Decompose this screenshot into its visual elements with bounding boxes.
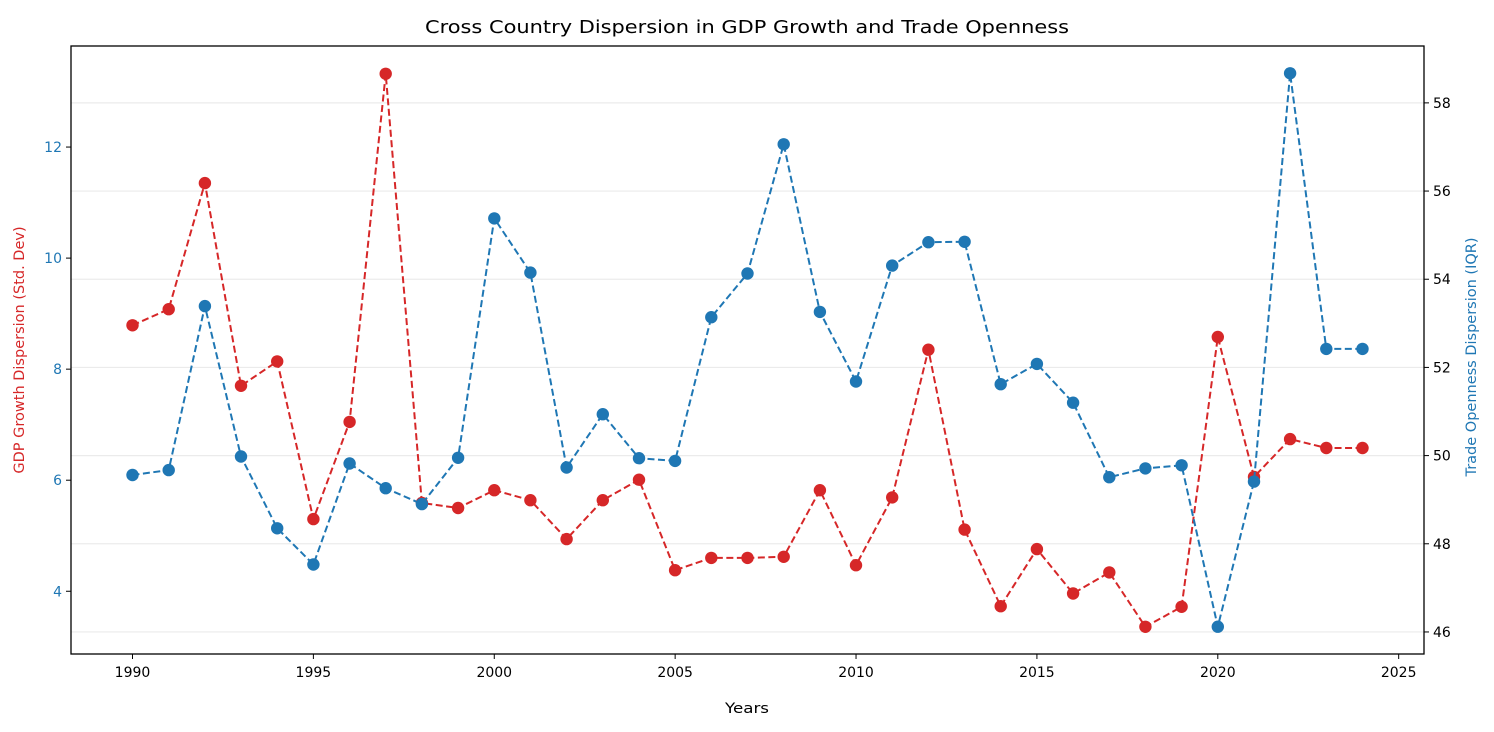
gdp-dispersion-point-2003: [596, 494, 609, 507]
gdp-dispersion-point-2007: [741, 551, 754, 565]
trade-dispersion-point-2003: [596, 408, 609, 421]
y-tick-label: 4: [53, 584, 62, 600]
gdp-dispersion-point-2016: [1066, 587, 1080, 600]
trade-dispersion-point-2008: [777, 138, 790, 151]
gdp-dispersion-point-1993: [234, 379, 248, 392]
trade-dispersion-point-1998: [415, 497, 429, 511]
gdp-dispersion-point-2020: [1211, 330, 1225, 344]
y2-tick-label: 46: [1433, 625, 1451, 641]
gdp-dispersion-point-2011: [886, 491, 899, 504]
trade-dispersion-point-2005: [668, 454, 682, 468]
gdp-dispersion-point-1995: [307, 512, 320, 526]
gdp-dispersion-point-2013: [958, 523, 971, 536]
y-tick-label: 6: [53, 473, 62, 489]
trade-dispersion-point-2002: [560, 461, 573, 474]
gdp-dispersion-point-2019: [1175, 600, 1188, 613]
trade-dispersion-point-2014: [994, 378, 1007, 391]
gdp-dispersion-point-2004: [632, 473, 646, 486]
gdp-dispersion-point-2014: [994, 600, 1007, 613]
trade-dispersion-point-2013: [958, 235, 971, 248]
y-tick-label: 10: [44, 251, 62, 267]
trade-dispersion-point-2020: [1211, 620, 1225, 633]
gdp-dispersion-point-1992: [198, 176, 212, 190]
x-axis-ticks: 1990 1995 2000 2005 2010 2015 2020 2025: [115, 654, 1417, 681]
trade-dispersion-point-1996: [343, 457, 356, 470]
gdp-dispersion-point-2015: [1030, 542, 1044, 556]
gdp-dispersion-point-1994: [271, 355, 284, 368]
trade-dispersion-point-2023: [1320, 342, 1333, 356]
y-tick-label: 8: [53, 362, 62, 378]
gdp-dispersion-point-1999: [451, 501, 465, 515]
series-trade-openness-dispersion: [126, 67, 1369, 633]
gdp-dispersion-point-2018: [1139, 620, 1152, 633]
trade-dispersion-point-2012: [922, 236, 935, 249]
gdp-dispersion-point-2008: [777, 550, 790, 563]
gdp-dispersion-point-2000: [488, 484, 501, 497]
x-axis-label: Years: [724, 701, 769, 717]
x-tick-label: 2010: [838, 665, 874, 681]
trade-dispersion-point-1995: [307, 558, 320, 571]
gdp-dispersion-point-2010: [849, 559, 863, 572]
x-tick-label: 2015: [1019, 665, 1055, 681]
y2-tick-label: 48: [1433, 537, 1451, 553]
x-tick-label: 2020: [1200, 665, 1236, 681]
trade-dispersion-point-1992: [198, 299, 212, 313]
gdp-dispersion-point-2024: [1356, 441, 1369, 455]
trade-dispersion-point-2010: [849, 375, 863, 388]
trade-dispersion-point-2006: [705, 311, 718, 324]
trade-dispersion-point-2015: [1030, 357, 1044, 371]
gdp-dispersion-point-2023: [1320, 441, 1333, 455]
gdp-dispersion-point-1996: [343, 415, 356, 429]
gdp-dispersion-point-2012: [922, 343, 935, 356]
x-tick-label: 1995: [296, 665, 332, 681]
trade-dispersion-point-2017: [1103, 471, 1116, 484]
gdp-dispersion-point-2006: [705, 551, 718, 565]
x-tick-label: 2005: [657, 665, 693, 681]
trade-dispersion-point-1997: [379, 482, 392, 495]
gdp-dispersion-point-2005: [668, 564, 682, 577]
gdp-dispersion-point-2009: [813, 484, 827, 497]
x-tick-label: 1990: [115, 665, 151, 681]
y2-tick-label: 50: [1433, 449, 1451, 465]
trade-dispersion-point-2000: [488, 212, 501, 225]
trade-dispersion-point-2009: [813, 305, 827, 319]
gdp-dispersion-point-2001: [524, 494, 537, 507]
gdp-dispersion-point-2022: [1283, 432, 1297, 446]
trade-dispersion-point-1990: [126, 468, 139, 482]
trade-dispersion-point-2011: [886, 259, 899, 272]
trade-dispersion-point-1993: [234, 450, 248, 463]
trade-dispersion-point-2024: [1356, 342, 1369, 356]
trade-dispersion-point-2007: [741, 267, 754, 280]
gdp-dispersion-point-2017: [1103, 566, 1116, 579]
left-y-axis-label: GDP Growth Dispersion (Std. Dev): [12, 226, 28, 473]
y2-tick-label: 56: [1433, 184, 1451, 200]
x-tick-label: 2000: [476, 665, 512, 681]
trade-dispersion-point-2021: [1247, 475, 1261, 488]
gdp-dispersion-point-1997: [379, 67, 392, 81]
trade-dispersion-point-2019: [1175, 459, 1188, 472]
plot-frame: [70, 45, 1425, 655]
trade-dispersion-point-2018: [1139, 462, 1152, 475]
y-tick-label: 12: [44, 140, 62, 156]
gdp-dispersion-point-1991: [162, 303, 175, 316]
right-y-axis-ticks: 46 48 50 52 54 56 58: [1424, 96, 1451, 641]
trade-dispersion-point-1999: [451, 451, 465, 464]
chart-title: Cross Country Dispersion in GDP Growth a…: [425, 17, 1069, 38]
trade-dispersion-point-2001: [524, 266, 537, 279]
left-y-axis-ticks: 4 6 8 10 12: [44, 140, 71, 600]
x-tick-label: 2025: [1381, 665, 1417, 681]
trade-dispersion-point-2022: [1283, 67, 1297, 80]
y2-tick-label: 58: [1433, 96, 1451, 112]
trade-dispersion-point-1991: [162, 463, 175, 477]
trade-dispersion-point-2016: [1066, 396, 1080, 409]
trade-dispersion-point-2004: [632, 452, 646, 465]
gdp-dispersion-point-2002: [560, 532, 573, 546]
trade-dispersion-point-1994: [271, 522, 284, 535]
gdp-dispersion-point-1990: [126, 319, 139, 332]
right-y-axis-label: Trade Openness Dispersion (IQR): [1464, 237, 1480, 477]
y2-tick-label: 54: [1433, 272, 1451, 288]
y2-tick-label: 52: [1433, 360, 1451, 376]
